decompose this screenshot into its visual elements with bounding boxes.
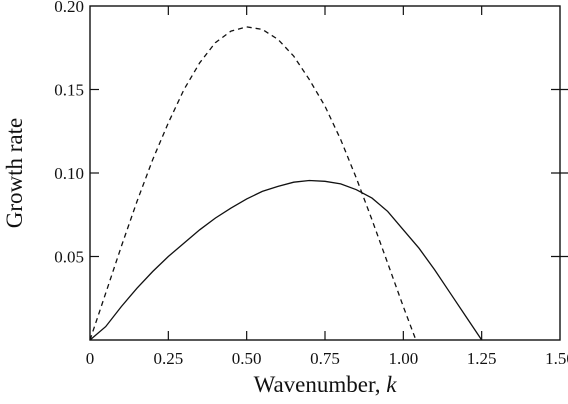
x-tick-label: 1.50	[545, 349, 568, 368]
y-tick-label: 0.15	[54, 81, 84, 100]
axis-ticks	[90, 6, 568, 340]
y-tick-labels: 0.05 0.10 0.15 0.20	[54, 0, 84, 267]
x-tick-label: 1.00	[388, 349, 418, 368]
x-tick-label: 0	[86, 349, 95, 368]
x-tick-label: 1.25	[467, 349, 497, 368]
solid-growth-curve	[89, 179, 483, 341]
y-tick-label: 0.20	[54, 0, 84, 16]
y-tick-label: 0.10	[54, 164, 84, 183]
x-tick-label: 0.25	[153, 349, 183, 368]
x-tick-labels: 0 0.25 0.50 0.75 1.00 1.25 1.50	[86, 349, 568, 368]
dashed-growth-curve	[89, 26, 417, 341]
y-axis-title: Growth rate	[2, 118, 27, 229]
plot-frame	[89, 5, 561, 341]
x-tick-label: 0.50	[232, 349, 262, 368]
series-layer	[89, 26, 483, 341]
x-axis-title: Wavenumber, k	[254, 372, 398, 397]
y-tick-label: 0.05	[54, 248, 84, 267]
x-tick-label: 0.75	[310, 349, 340, 368]
